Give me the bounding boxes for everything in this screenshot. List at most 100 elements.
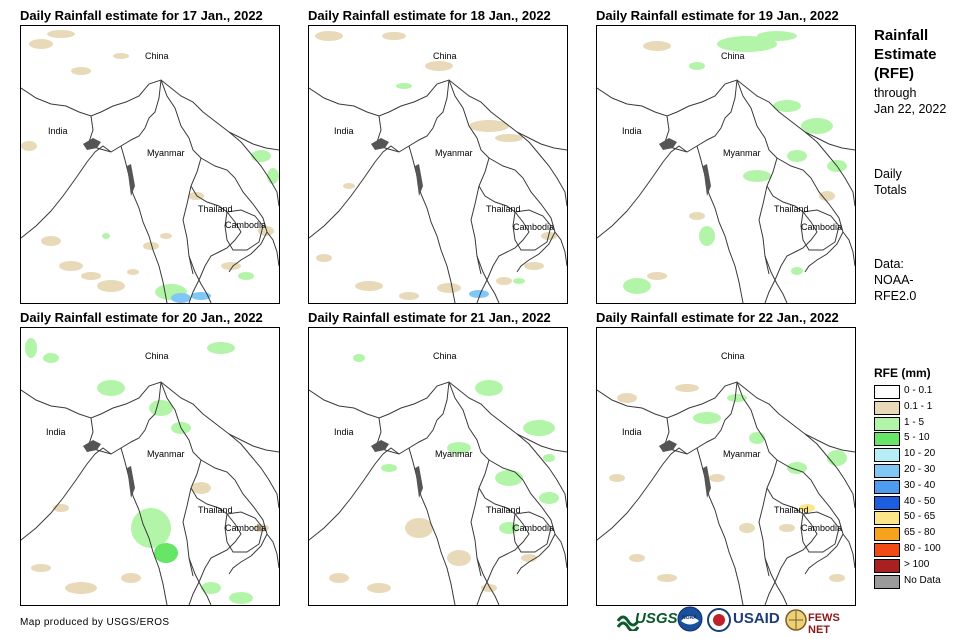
border-line xyxy=(842,533,855,569)
rain-patch xyxy=(154,543,178,563)
border-line xyxy=(554,533,567,569)
map-panel-6: China India Myanmar Thailand Cambodia xyxy=(596,327,856,606)
border-line xyxy=(512,511,552,553)
rain-patch xyxy=(523,420,555,436)
sidebar-title-line2: Estimate xyxy=(874,46,937,63)
rain-patch xyxy=(102,233,110,239)
panel-title-2: Daily Rainfall estimate for 18 Jan., 202… xyxy=(308,8,551,23)
rain-patch xyxy=(315,31,343,41)
border-line xyxy=(182,487,194,577)
rain-patch xyxy=(829,574,845,582)
country-borders xyxy=(309,381,567,605)
coastline-mark xyxy=(659,440,677,452)
rain-patch xyxy=(773,100,801,112)
border-line xyxy=(516,131,567,207)
border-line xyxy=(512,209,552,251)
logo-strip: USGS NOAA USAID FEWS NET xyxy=(617,606,865,636)
label-china: China xyxy=(145,51,169,61)
rain-patch xyxy=(623,278,651,294)
rain-patch xyxy=(799,504,815,512)
rain-patch xyxy=(160,233,172,239)
legend-swatch xyxy=(874,495,900,510)
label-myanmar: Myanmar xyxy=(147,449,185,459)
label-india: India xyxy=(622,427,642,437)
map-svg-6 xyxy=(597,381,855,605)
country-borders xyxy=(21,381,279,605)
country-borders xyxy=(597,381,855,605)
rain-patch xyxy=(496,277,512,285)
usgs-text: USGS xyxy=(635,610,678,627)
coastline-mark xyxy=(371,138,389,150)
border-line xyxy=(228,433,279,509)
rain-patch xyxy=(113,53,129,59)
legend-swatch xyxy=(874,385,900,399)
rain-patch xyxy=(787,462,807,474)
rain-patch xyxy=(353,354,365,362)
rain-patch xyxy=(827,450,847,466)
map-panel-1: China India Myanmar Thailand Cambodia xyxy=(20,25,280,304)
rain-patch xyxy=(499,522,519,534)
rain-patch xyxy=(539,492,559,504)
rain-patch xyxy=(524,262,544,270)
rain-patch xyxy=(475,380,503,396)
border-line xyxy=(597,145,688,239)
border-line xyxy=(228,131,279,207)
border-line xyxy=(842,231,855,267)
panel-title-1: Daily Rainfall estimate for 17 Jan., 202… xyxy=(20,8,263,23)
border-line xyxy=(188,255,212,303)
rain-layer xyxy=(623,31,847,294)
border-line xyxy=(764,255,788,303)
border-line xyxy=(804,131,855,207)
border-line xyxy=(376,79,450,153)
border-line xyxy=(476,185,530,303)
rain-patch xyxy=(609,474,625,482)
label-thailand: Thailand xyxy=(486,505,521,515)
rain-patch xyxy=(31,564,51,572)
rain-patch xyxy=(201,582,221,594)
map-svg-1 xyxy=(21,30,279,303)
label-cambodia: Cambodia xyxy=(801,222,843,232)
rain-patch xyxy=(97,280,125,292)
label-india: India xyxy=(48,126,68,136)
border-line xyxy=(554,231,567,267)
rain-patch xyxy=(229,592,253,604)
label-myanmar: Myanmar xyxy=(723,148,761,158)
rain-patch xyxy=(675,384,699,392)
border-line xyxy=(309,145,400,239)
rain-patch xyxy=(131,508,171,548)
rain-patch xyxy=(617,393,637,403)
border-line xyxy=(804,533,844,575)
legend-label: 20 - 30 xyxy=(904,464,936,475)
rain-patch xyxy=(43,353,59,363)
legend-label: 0.1 - 1 xyxy=(904,400,933,412)
rain-patch xyxy=(238,272,254,280)
rain-patch xyxy=(495,134,523,142)
legend-swatch xyxy=(874,464,900,478)
legend-title: RFE (mm) xyxy=(874,366,931,380)
border-line xyxy=(776,157,844,233)
rain-patch xyxy=(29,39,53,49)
rain-patch xyxy=(21,141,37,151)
border-line xyxy=(309,381,567,453)
rain-patch xyxy=(355,281,383,291)
legend-label: > 100 xyxy=(904,558,930,570)
legend-swatch xyxy=(874,574,900,589)
sidebar-data-label: Data: xyxy=(874,257,904,271)
rain-patch xyxy=(207,342,235,354)
rain-patch xyxy=(513,278,525,284)
rain-patch xyxy=(267,168,279,184)
rain-patch xyxy=(543,454,555,462)
map-panel-3: China India Myanmar Thailand Cambodia xyxy=(596,25,856,304)
coastline-mark xyxy=(703,164,711,196)
rain-patch xyxy=(405,518,433,538)
rain-patch xyxy=(149,400,173,416)
legend-swatch xyxy=(874,543,900,557)
sidebar-data-block: Data: NOAA- RFE2.0 xyxy=(874,256,916,304)
rain-patch xyxy=(191,292,211,300)
border-line xyxy=(764,487,818,605)
border-line xyxy=(224,209,264,251)
border-line xyxy=(376,381,450,455)
rain-patch xyxy=(709,474,725,482)
rain-patch xyxy=(251,150,271,162)
country-borders xyxy=(309,79,567,303)
